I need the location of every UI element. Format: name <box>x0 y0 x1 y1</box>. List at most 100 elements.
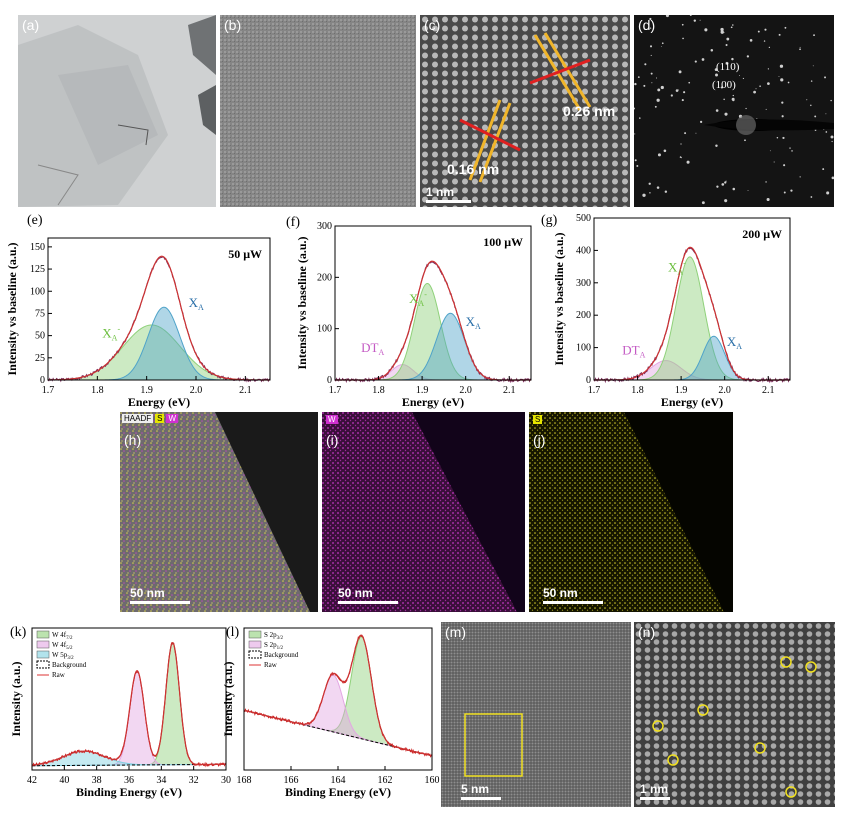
diffraction-spot <box>778 75 780 77</box>
zoom-box <box>464 713 523 777</box>
diffraction-spot <box>649 45 653 48</box>
chart-e-pl-spectrum: 1.7 1.8 1.9 2.0 2.1 0 25 50 75 100 125 150 Energy (e… <box>5 213 271 409</box>
x-tick-label: 1.7 <box>588 385 601 396</box>
diffraction-spot <box>665 15 669 18</box>
defect-markers <box>652 656 817 798</box>
diffraction-spot <box>634 133 636 135</box>
scale-bar-n-text: 1 nm <box>640 782 669 796</box>
x-tick-label: 32 <box>189 775 199 786</box>
diffraction-spot <box>725 61 729 65</box>
panel-a-tem: (a) <box>18 15 216 207</box>
diffraction-spot <box>656 186 660 189</box>
hrtem-m-image <box>441 622 631 807</box>
x-tick-label: 2.1 <box>239 385 252 396</box>
legend-swatch <box>248 650 262 659</box>
legend-swatch <box>36 640 50 649</box>
diffraction-spot <box>681 99 684 102</box>
eds-overlay-image <box>120 412 318 612</box>
diffraction-spot <box>660 85 664 90</box>
legend-sub: 3/2 <box>67 656 74 661</box>
panel-d-label: (d) <box>638 17 656 33</box>
diffraction-spot <box>739 75 740 76</box>
x-tick-label: 2.0 <box>190 385 203 396</box>
diffraction-spot <box>782 136 785 140</box>
diffraction-spot <box>634 159 637 162</box>
axes-frame <box>334 225 532 381</box>
x-tick-label: 2.0 <box>718 385 731 396</box>
spacing-016-label: 0.16 nm <box>447 161 500 177</box>
eds-legend-h: HAADF S W <box>122 414 179 423</box>
fit-envelope <box>243 634 433 757</box>
diffraction-spot <box>812 65 814 67</box>
diffraction-spot <box>688 81 691 84</box>
legend-w-i: W <box>326 415 338 424</box>
diffraction-spot <box>789 147 791 149</box>
power-label: 100 μW <box>483 235 523 249</box>
chart-l-xps-s2p: 168 166 164 162 160 Binding Energy (eV) Intens… <box>222 625 440 799</box>
diffraction-spot <box>680 143 682 145</box>
legend-text: Raw <box>52 671 66 679</box>
legend-text: W 4f5/2 <box>52 641 73 651</box>
diffraction-spot <box>810 196 813 198</box>
diffraction-spot <box>822 168 825 171</box>
diffraction-spot <box>773 161 775 163</box>
peak-label-sub: A <box>198 303 204 312</box>
y-tick-label: 50 <box>35 331 45 342</box>
diffraction-spot <box>649 27 652 29</box>
y-tick-label: 400 <box>576 245 591 256</box>
legend-sub: 5/2 <box>66 646 73 651</box>
diffraction-spot <box>781 115 784 118</box>
chart-f-pl-spectrum: 1.7 1.8 1.9 2.0 2.1 0 100 200 300 Energy (eV) Inte… <box>286 215 532 409</box>
panel-c-label: (c) <box>424 17 441 33</box>
diffraction-spot <box>663 149 667 153</box>
x-tick-label: 162 <box>378 775 393 786</box>
diffraction-spot <box>724 112 728 116</box>
diffraction-spot <box>726 37 730 41</box>
diffraction-spot <box>701 201 705 205</box>
panel-i-w-map: W (i) 50 nm <box>322 412 525 612</box>
panel-h-label: (h) <box>124 432 142 448</box>
diffraction-spot <box>824 76 827 79</box>
legend-sub: 1/2 <box>277 646 284 651</box>
diffraction-spot <box>723 98 725 101</box>
diffraction-spot <box>730 26 733 29</box>
diffraction-spot <box>806 99 808 101</box>
legend-text: W 4f7/2 <box>52 631 73 641</box>
diffraction-spot <box>756 118 758 120</box>
diffraction-spot <box>724 199 728 203</box>
y-axis-label: Intensity vs baseline (a.u.) <box>295 236 309 369</box>
peak-label: DTA <box>361 340 384 357</box>
diffraction-spot <box>767 82 770 85</box>
diffraction-spot <box>679 156 682 158</box>
y-tick-label: 150 <box>30 242 45 253</box>
diffraction-spot <box>654 105 657 108</box>
diffraction-spot <box>720 30 724 34</box>
panel-b-label: (b) <box>224 17 242 33</box>
diffraction-spot <box>784 26 787 29</box>
diffraction-spot <box>660 46 662 48</box>
peak-1 <box>243 674 433 757</box>
diffraction-spot <box>650 72 653 75</box>
diffraction-spot <box>781 101 784 104</box>
y-axis-label: Intensity (a.u.) <box>222 661 235 736</box>
diffraction-spot <box>790 189 793 192</box>
diffraction-spot <box>684 132 687 135</box>
y-tick-label: 300 <box>576 278 591 289</box>
peak-label-sub: A <box>677 267 683 276</box>
index-100-label: (100) <box>712 79 736 91</box>
diffraction-spot <box>799 176 801 178</box>
diffraction-spot <box>657 88 661 92</box>
peak-label-sup: - <box>117 324 120 333</box>
x-tick-label: 40 <box>59 775 69 786</box>
diffraction-spot <box>656 98 660 102</box>
diffraction-spot <box>649 17 652 21</box>
diffraction-spot <box>651 82 653 84</box>
y-tick-label: 0 <box>327 375 332 386</box>
x-tick-label: 38 <box>92 775 102 786</box>
diffraction-spot <box>831 140 833 143</box>
diffraction-spot <box>787 81 790 84</box>
x-tick-label: 2.0 <box>459 385 472 396</box>
peak-label: XA <box>189 295 204 312</box>
diffraction-spot <box>678 70 682 74</box>
diffraction-spot <box>799 48 801 51</box>
